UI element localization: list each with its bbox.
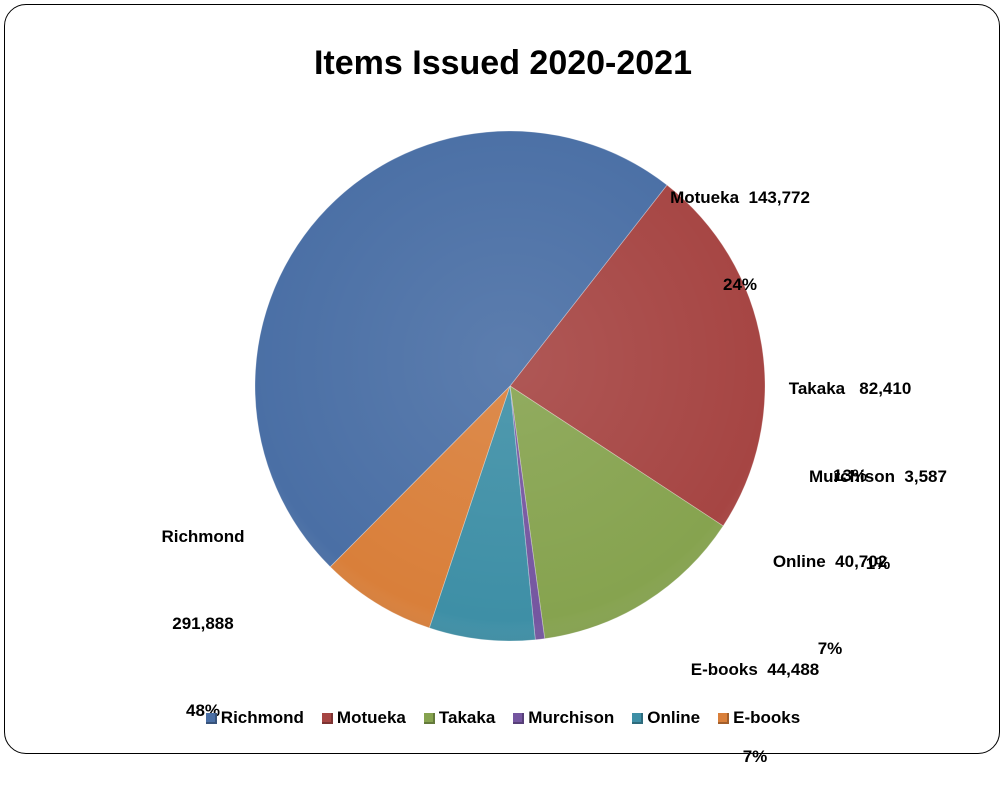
label-takaka-percent: 13%: [832, 466, 868, 485]
legend-label-motueka: Motueka: [336, 708, 406, 727]
legend-swatch-online: [632, 712, 644, 724]
label-online-value: 40,702: [835, 552, 888, 571]
legend-swatch-ebooks: [718, 712, 730, 724]
label-takaka-name: Takaka: [788, 379, 846, 398]
label-murchison-value: 3,587: [904, 467, 947, 486]
legend-label-ebooks: E-books: [733, 708, 801, 727]
label-ebooks-value: 44,488: [767, 660, 820, 679]
label-online: Online 40,702 7%: [740, 489, 920, 692]
legend-item-takaka: Takaka: [423, 708, 496, 728]
legend-swatch-murchison: [513, 712, 525, 724]
label-takaka-value: 82,410: [859, 379, 912, 398]
legend-label-richmond: Richmond: [220, 708, 304, 727]
chart-title: Items Issued 2020-2021: [313, 44, 693, 82]
label-ebooks: E-books 44,488 7%: [655, 597, 855, 800]
label-murchison-percent: 1%: [865, 554, 891, 573]
label-takaka: Takaka 82,410 13%: [760, 316, 940, 519]
legend-swatch-richmond: [205, 712, 217, 724]
label-motueka-name: Motueka: [670, 188, 740, 207]
label-murchison: Murchison 3,587 1%: [778, 404, 978, 607]
legend-label-online: Online: [647, 708, 701, 727]
legend-label-takaka: Takaka: [438, 708, 496, 727]
legend-swatch-takaka: [423, 712, 435, 724]
label-motueka-percent: 24%: [722, 275, 758, 294]
label-online-percent: 7%: [817, 639, 843, 658]
label-motueka-value: 143,772: [748, 188, 810, 207]
label-murchison-name: Murchison: [809, 467, 895, 486]
legend-item-murchison: Murchison: [513, 708, 614, 728]
label-richmond-value: 291,888: [172, 614, 234, 633]
legend-item-richmond: Richmond: [205, 708, 304, 728]
legend-label-murchison: Murchison: [528, 708, 615, 727]
legend-swatch-motueka: [321, 712, 333, 724]
label-richmond: Richmond 291,888 48%: [128, 464, 278, 754]
label-richmond-name: Richmond: [161, 527, 245, 546]
label-motueka: Motueka 143,772 24%: [630, 125, 850, 328]
legend-item-motueka: Motueka: [321, 708, 406, 728]
legend-item-online: Online: [632, 708, 700, 728]
legend-item-ebooks: E-books: [718, 708, 800, 728]
chart-legend: Richmond Motueka Takaka Murchison Online…: [0, 708, 1006, 728]
label-ebooks-percent: 7%: [742, 747, 768, 766]
label-online-name: Online: [772, 552, 826, 571]
label-ebooks-name: E-books: [690, 660, 758, 679]
